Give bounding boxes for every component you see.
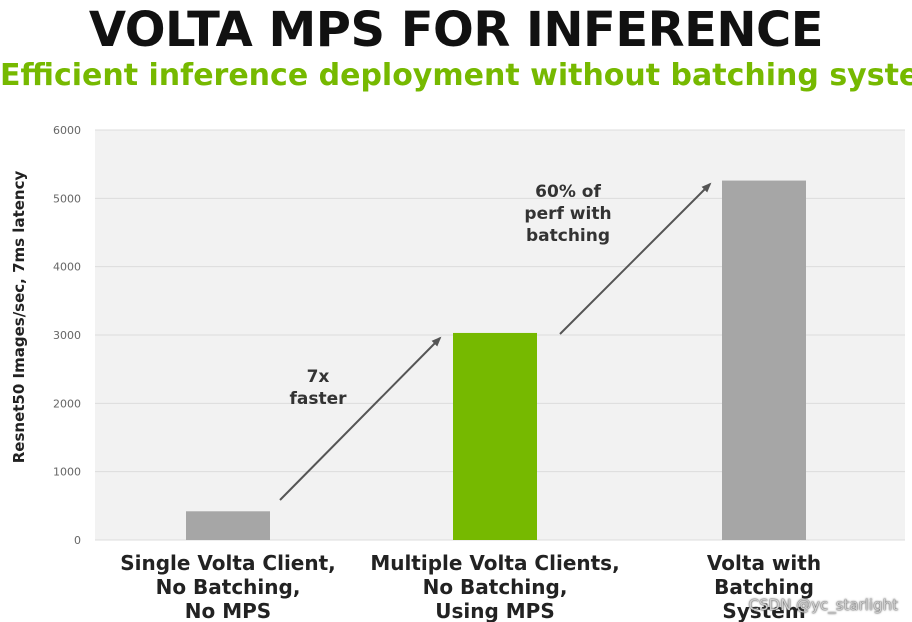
bar [186,511,270,540]
arrow-annotation [279,336,442,501]
annotation-label: 7x faster [289,367,347,409]
y-tick-label: 3000 [53,329,81,342]
y-tick-label: 2000 [53,397,81,410]
y-tick-label: 5000 [53,192,81,205]
x-category-label: Single Volta Client, No Batching, No MPS [120,551,336,622]
arrow-annotation [559,182,712,335]
y-axis-label: Resnet50 Images/sec, 7ms latency [10,171,28,464]
y-tick-label: 0 [74,534,81,547]
y-tick-label: 1000 [53,466,81,479]
bar [453,332,537,540]
y-tick-label: 6000 [53,124,81,137]
bar [722,180,806,541]
slide-title: VOLTA MPS FOR INFERENCE [88,2,824,58]
slide-subtitle: Efficient inference deployment without b… [0,58,912,93]
x-category-label: Multiple Volta Clients, No Batching, Using… [370,551,619,622]
watermark: CSDN @yc_starlight [748,596,898,614]
y-tick-label: 4000 [53,261,81,274]
annotation-label: 60% of perf with batching [524,182,611,246]
x-category-label: Volta with Batching System [707,551,821,622]
